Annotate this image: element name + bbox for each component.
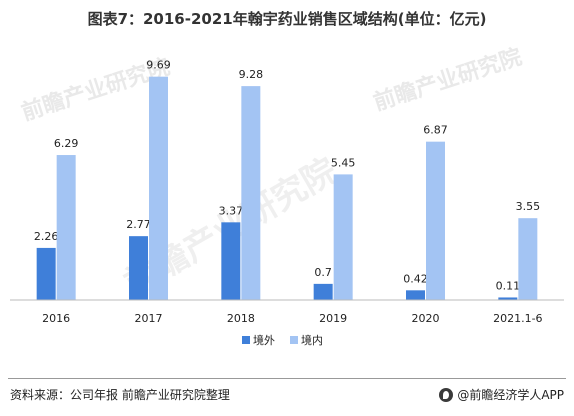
brand-credit: @前瞻经济学人APP [439,386,564,403]
source-note: 资料来源：公司年报 前瞻产业研究院整理 [10,388,230,402]
bar-domestic-2017 [149,76,168,300]
x-tick-label-2020: 2020 [412,312,440,325]
data-label-domestic-2021.1-6: 3.55 [516,200,541,213]
data-label-overseas-2020: 0.42 [403,272,428,285]
data-label-domestic-2018: 9.28 [239,68,264,81]
data-label-overseas-2021.1-6: 0.11 [496,279,521,292]
bar-domestic-2020 [426,141,445,300]
data-label-overseas-2016: 2.26 [34,230,59,243]
bar-overseas-2016 [36,247,56,300]
legend-label-domestic: 境内 [301,333,323,347]
data-label-overseas-2018: 3.37 [219,204,244,217]
x-tick-label-2016: 2016 [42,312,70,325]
data-label-domestic-2020: 6.87 [423,124,448,137]
x-tick-label-2017: 2017 [135,312,163,325]
x-tick-label-2018: 2018 [227,312,255,325]
brand-logo-icon [439,387,454,402]
bar-overseas-2018 [221,222,241,300]
legend-label-overseas: 境外 [253,333,275,347]
data-label-overseas-2017: 2.77 [126,218,151,231]
bar-overseas-2019 [313,283,333,300]
bar-overseas-2021.1-6 [498,297,518,300]
bar-overseas-2017 [129,236,148,300]
x-tick-label-2019: 2019 [319,312,347,325]
x-tick-label-2021.1-6: 2021.1-6 [493,312,542,325]
data-label-overseas-2019: 0.7 [314,266,332,279]
brand-text: @前瞻经济学人APP [457,388,564,402]
data-label-domestic-2016: 6.29 [54,137,79,150]
bar-domestic-2021.1-6 [518,218,538,300]
legend-swatch-overseas [242,336,250,344]
bar-domestic-2016 [56,155,76,300]
bar-overseas-2020 [406,290,425,300]
legend-swatch-domestic [290,336,298,344]
data-label-domestic-2017: 9.69 [146,59,171,72]
data-label-domestic-2019: 5.45 [331,156,356,169]
bar-domestic-2018 [241,86,261,300]
chart-title: 图表7：2016-2021年翰宇药业销售区域结构(单位：亿元) [87,10,487,28]
bar-domestic-2019 [333,174,353,300]
footer-divider [8,378,566,379]
